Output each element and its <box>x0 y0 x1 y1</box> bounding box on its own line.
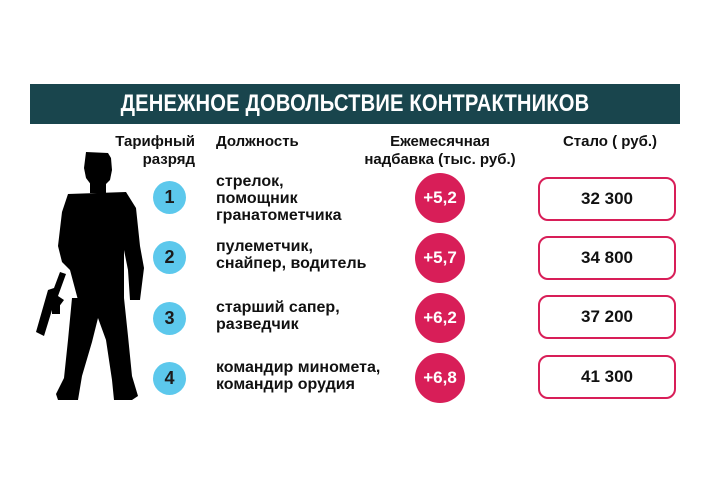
position-line: стрелок, <box>216 173 284 190</box>
position-line: помощник <box>216 190 298 207</box>
position-text: стрелок, помощник гранатометчика <box>216 173 341 224</box>
table-row: 1 стрелок, помощник гранатометчика +5,2 … <box>0 172 720 224</box>
header-grade-line1: Тарифный <box>115 133 195 150</box>
page-title: ДЕНЕЖНОЕ ДОВОЛЬСТВИЕ КОНТРАКТНИКОВ <box>120 90 590 117</box>
total-value: 37 200 <box>538 295 676 339</box>
grade-badge: 3 <box>153 302 186 335</box>
position-line: гранатометчика <box>216 207 342 224</box>
total-value: 41 300 <box>538 355 676 399</box>
table-row: 2 пулеметчик, снайпер, водитель +5,7 34 … <box>0 232 720 283</box>
header-grade-line2: разряд <box>142 151 195 168</box>
table-row: 4 командир миномета, командир орудия +6,… <box>0 352 720 403</box>
total-value: 32 300 <box>538 177 676 221</box>
position-text: пулеметчик, снайпер, водитель <box>216 238 366 272</box>
position-text: старший сапер, разведчик <box>216 299 340 333</box>
header-position: Должность <box>216 133 299 150</box>
header-total: Стало ( руб.) <box>562 133 658 150</box>
table-row: 3 старший сапер, разведчик +6,2 37 200 <box>0 292 720 343</box>
position-line: старший сапер, <box>216 299 340 316</box>
position-line: командир миномета, <box>216 359 381 376</box>
grade-badge: 4 <box>153 362 186 395</box>
position-line: пулеметчик, <box>216 238 313 255</box>
position-line: командир орудия <box>216 376 355 393</box>
grade-badge: 1 <box>153 181 186 214</box>
bonus-badge: +5,7 <box>415 233 465 283</box>
position-line: снайпер, водитель <box>216 255 367 272</box>
soldier-silhouette-icon <box>36 152 144 400</box>
header-bonus-line2: надбавка (тыс. руб.) <box>364 151 516 168</box>
bonus-badge: +6,2 <box>415 293 465 343</box>
header-bonus-line1: Ежемесячная <box>390 133 490 150</box>
position-text: командир миномета, командир орудия <box>216 359 380 393</box>
header-bonus: Ежемесячная надбавка (тыс. руб.) <box>360 133 520 169</box>
position-line: разведчик <box>216 316 299 333</box>
title-banner: ДЕНЕЖНОЕ ДОВОЛЬСТВИЕ КОНТРАКТНИКОВ <box>30 84 680 124</box>
bonus-badge: +6,8 <box>415 353 465 403</box>
grade-badge: 2 <box>153 241 186 274</box>
bonus-badge: +5,2 <box>415 173 465 223</box>
total-value: 34 800 <box>538 236 676 280</box>
header-grade: Тарифный разряд <box>115 133 195 169</box>
